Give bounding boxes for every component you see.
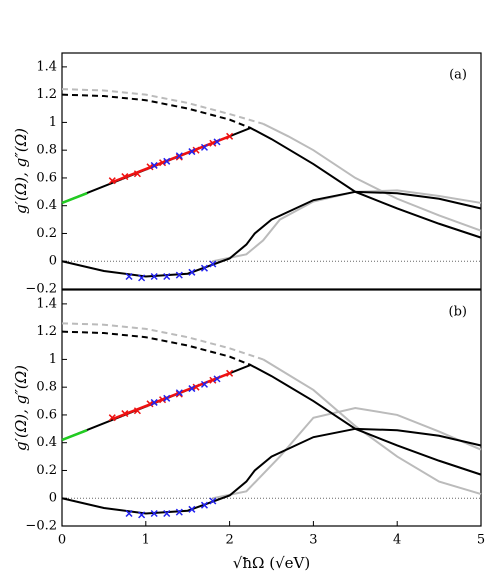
data-marker [226, 132, 234, 140]
x-tick-label: 5 [477, 533, 485, 548]
data-marker [192, 383, 200, 391]
data-marker [150, 272, 158, 281]
data-marker [121, 173, 129, 181]
data-marker [133, 170, 141, 178]
x-tick-label: 3 [309, 533, 317, 548]
plot-frame [61, 289, 482, 527]
data-marker [121, 410, 129, 418]
panel-label: (a) [449, 68, 467, 83]
data-line [61, 429, 88, 442]
data-marker [159, 159, 167, 167]
x-tick-label: 4 [393, 533, 401, 548]
y-tick-label: 1.2 [36, 87, 57, 102]
data-line [262, 122, 482, 232]
data-marker [200, 143, 208, 151]
data-marker [209, 376, 217, 384]
data-marker [188, 268, 196, 276]
y-tick-label: 0.8 [36, 143, 57, 158]
data-line [61, 322, 264, 361]
data-marker [125, 272, 133, 281]
y-tick-label: 1.2 [36, 324, 57, 339]
data-marker [163, 272, 171, 281]
y-axis-label: g′(Ω), g″(Ω) [12, 128, 30, 214]
data-marker [125, 509, 133, 518]
y-tick-label: 0.2 [36, 463, 57, 478]
y-tick-label: 0.4 [36, 435, 57, 450]
y-axis-label: g′(Ω), g″(Ω) [12, 365, 30, 451]
y-tick-label: 1.4 [36, 59, 57, 74]
data-marker [108, 177, 116, 185]
data-marker [188, 385, 196, 393]
y-tick-label: 0 [49, 254, 57, 269]
data-line [61, 330, 251, 366]
data-line [61, 190, 482, 278]
data-marker [226, 369, 234, 377]
data-line [61, 192, 88, 205]
x-tick-label: 2 [225, 533, 233, 548]
data-marker [209, 139, 217, 147]
y-tick-label: 1.4 [36, 296, 57, 311]
data-marker [163, 157, 171, 165]
data-line [111, 135, 231, 184]
data-marker [138, 511, 146, 519]
data-marker [133, 407, 141, 415]
data-marker [175, 390, 183, 398]
data-marker [175, 152, 183, 160]
data-marker [200, 264, 208, 272]
y-tick-label: 0.6 [36, 407, 57, 422]
data-marker [175, 508, 183, 516]
y-tick-label: −0.2 [25, 519, 57, 534]
panel-label: (b) [449, 305, 467, 320]
data-marker [138, 274, 146, 282]
data-marker [192, 146, 200, 154]
x-tick-label: 0 [58, 533, 66, 548]
data-marker [175, 389, 183, 397]
data-marker [175, 153, 183, 161]
data-marker [209, 260, 217, 268]
data-line [212, 189, 482, 263]
data-marker [146, 163, 154, 171]
data-marker [146, 400, 154, 408]
data-marker [213, 138, 221, 146]
data-line [111, 372, 231, 421]
data-line [61, 363, 482, 476]
y-tick-label: 1 [49, 352, 57, 367]
y-tick-label: 0.6 [36, 170, 57, 185]
data-marker [209, 497, 217, 505]
data-line [262, 358, 482, 496]
data-marker [213, 375, 221, 383]
data-marker [159, 396, 167, 404]
data-marker [175, 271, 183, 279]
data-line [61, 126, 482, 239]
data-line [212, 406, 482, 500]
y-tick-label: 0.2 [36, 226, 57, 241]
data-line [61, 88, 264, 125]
data-marker [150, 161, 158, 169]
data-line [61, 427, 482, 515]
data-marker [200, 501, 208, 509]
data-marker [163, 394, 171, 402]
data-marker [200, 380, 208, 388]
x-tick-label: 1 [142, 533, 150, 548]
x-axis-label: √ħΩ (√eV) [233, 554, 310, 572]
y-tick-label: 0.4 [36, 198, 57, 213]
data-marker [188, 505, 196, 513]
y-tick-label: 1 [49, 115, 57, 130]
y-tick-label: −0.2 [25, 282, 57, 297]
data-marker [188, 148, 196, 156]
y-tick-label: 0 [49, 491, 57, 506]
plot-frame [61, 52, 482, 290]
data-line [61, 93, 251, 129]
data-marker [150, 398, 158, 406]
data-marker [163, 509, 171, 518]
data-marker [150, 509, 158, 518]
data-marker [108, 414, 116, 422]
y-tick-label: 0.8 [36, 380, 57, 395]
